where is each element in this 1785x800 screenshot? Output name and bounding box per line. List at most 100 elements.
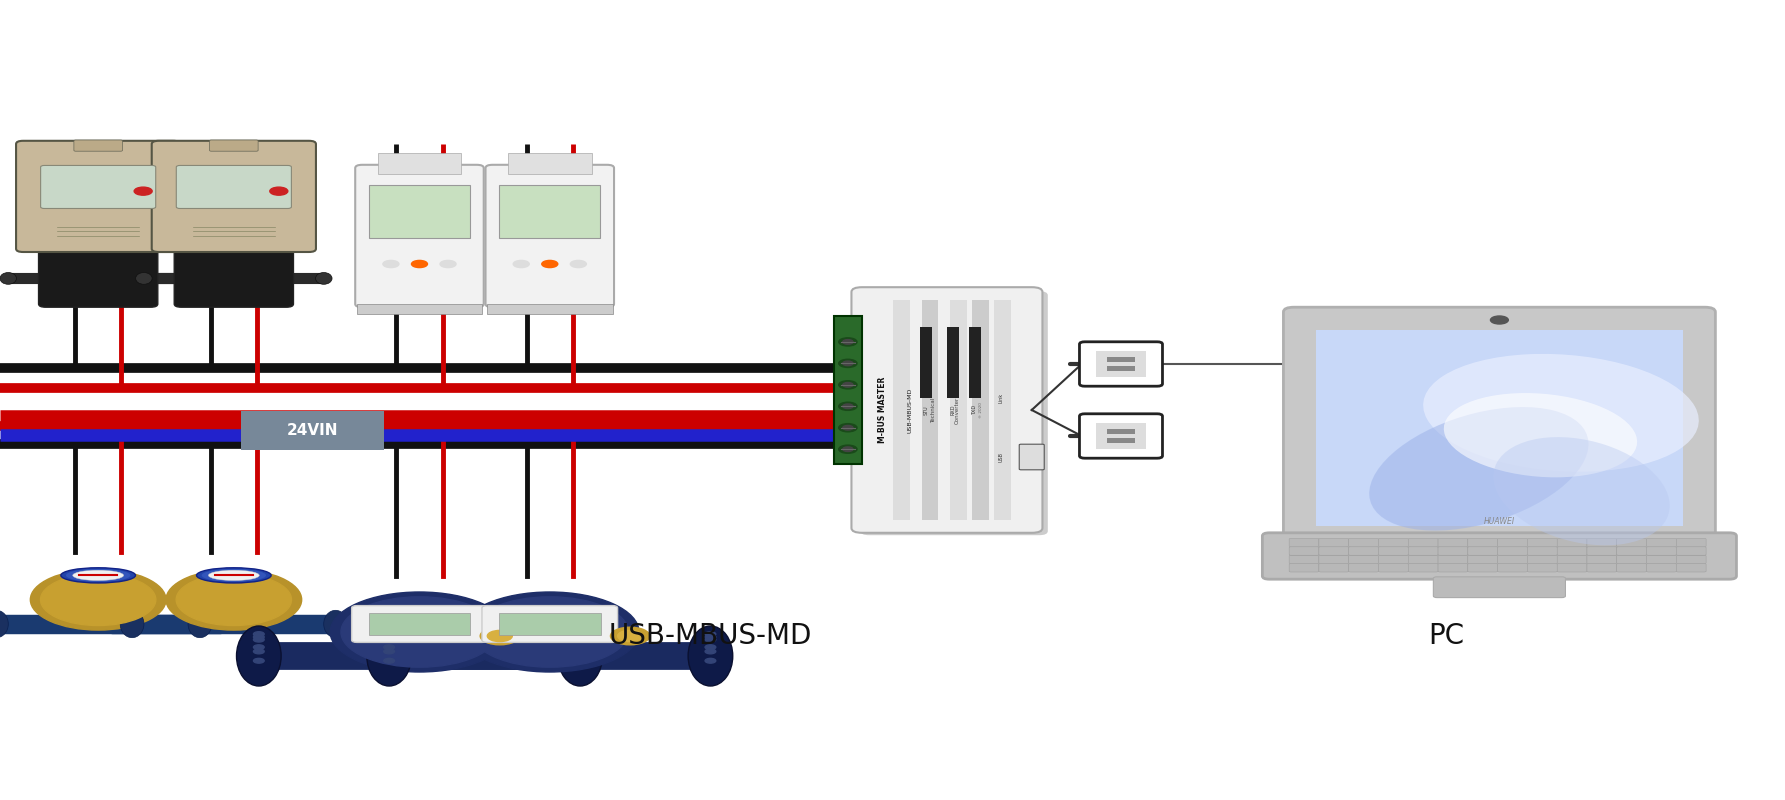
Circle shape: [575, 634, 585, 639]
FancyBboxPatch shape: [1349, 538, 1378, 547]
FancyBboxPatch shape: [241, 411, 384, 450]
FancyBboxPatch shape: [498, 613, 600, 635]
Circle shape: [571, 261, 585, 267]
Text: 24VIN: 24VIN: [287, 423, 337, 438]
Ellipse shape: [120, 610, 145, 638]
Circle shape: [610, 627, 650, 645]
Bar: [1316, 330, 1683, 526]
Circle shape: [384, 638, 394, 642]
Circle shape: [618, 630, 643, 642]
Circle shape: [384, 632, 394, 637]
FancyBboxPatch shape: [1283, 307, 1715, 541]
FancyBboxPatch shape: [1676, 538, 1706, 547]
Text: USB-MBUS-MD: USB-MBUS-MD: [609, 622, 812, 650]
FancyBboxPatch shape: [1378, 547, 1408, 555]
Ellipse shape: [1423, 354, 1699, 472]
FancyBboxPatch shape: [1587, 538, 1617, 547]
FancyBboxPatch shape: [1080, 342, 1162, 386]
Bar: [946, 327, 959, 398]
FancyBboxPatch shape: [1408, 538, 1439, 547]
Circle shape: [384, 261, 398, 267]
Ellipse shape: [316, 273, 332, 284]
FancyBboxPatch shape: [1587, 547, 1617, 555]
Circle shape: [330, 592, 509, 672]
FancyBboxPatch shape: [1617, 563, 1646, 572]
Circle shape: [253, 634, 264, 639]
FancyBboxPatch shape: [1646, 555, 1676, 563]
FancyBboxPatch shape: [1617, 538, 1646, 547]
FancyBboxPatch shape: [1378, 555, 1408, 563]
FancyBboxPatch shape: [355, 165, 484, 307]
FancyBboxPatch shape: [1528, 538, 1557, 547]
Circle shape: [575, 638, 585, 642]
FancyBboxPatch shape: [1528, 555, 1557, 563]
Ellipse shape: [196, 568, 271, 583]
Circle shape: [177, 574, 291, 626]
Text: TXD: TXD: [973, 405, 978, 415]
Text: USB-MBUS-MD: USB-MBUS-MD: [907, 387, 912, 433]
FancyBboxPatch shape: [1498, 547, 1528, 555]
Circle shape: [384, 658, 394, 663]
FancyBboxPatch shape: [1498, 563, 1528, 572]
FancyBboxPatch shape: [851, 287, 1042, 533]
FancyBboxPatch shape: [1349, 555, 1378, 563]
FancyBboxPatch shape: [1467, 538, 1498, 547]
Bar: [921, 300, 939, 520]
Bar: [994, 300, 1012, 520]
Circle shape: [839, 424, 857, 432]
FancyBboxPatch shape: [500, 185, 600, 238]
Circle shape: [843, 447, 853, 451]
FancyBboxPatch shape: [1528, 547, 1557, 555]
FancyBboxPatch shape: [177, 166, 291, 209]
FancyBboxPatch shape: [352, 606, 487, 642]
Ellipse shape: [136, 273, 152, 284]
Ellipse shape: [1444, 393, 1637, 478]
Circle shape: [30, 570, 166, 630]
Circle shape: [839, 445, 857, 454]
Ellipse shape: [559, 626, 603, 686]
FancyBboxPatch shape: [1096, 423, 1146, 449]
Circle shape: [487, 630, 512, 642]
FancyBboxPatch shape: [1587, 555, 1617, 563]
Circle shape: [471, 597, 628, 667]
Ellipse shape: [180, 273, 196, 284]
Circle shape: [1490, 316, 1508, 324]
Text: ® 2020: ® 2020: [978, 402, 984, 418]
Text: PC: PC: [1428, 622, 1464, 650]
Circle shape: [575, 649, 585, 654]
Ellipse shape: [1369, 407, 1589, 530]
Text: STU: STU: [923, 405, 928, 415]
FancyBboxPatch shape: [1676, 563, 1706, 572]
Bar: [1316, 330, 1683, 526]
FancyBboxPatch shape: [175, 250, 293, 307]
FancyBboxPatch shape: [1439, 563, 1467, 572]
Circle shape: [253, 658, 264, 663]
Circle shape: [575, 632, 585, 637]
FancyBboxPatch shape: [1498, 555, 1528, 563]
Circle shape: [253, 638, 264, 642]
Circle shape: [543, 261, 557, 267]
FancyBboxPatch shape: [1319, 538, 1349, 547]
Ellipse shape: [1494, 437, 1669, 546]
Circle shape: [480, 627, 519, 645]
FancyBboxPatch shape: [482, 606, 618, 642]
Bar: [1107, 366, 1135, 371]
FancyBboxPatch shape: [1498, 538, 1528, 547]
Circle shape: [166, 570, 302, 630]
FancyBboxPatch shape: [1617, 555, 1646, 563]
FancyBboxPatch shape: [369, 185, 469, 238]
Ellipse shape: [689, 626, 734, 686]
Circle shape: [843, 404, 853, 409]
Circle shape: [705, 645, 716, 650]
Ellipse shape: [209, 570, 259, 581]
FancyBboxPatch shape: [834, 316, 862, 464]
FancyBboxPatch shape: [1617, 547, 1646, 555]
Circle shape: [341, 597, 498, 667]
FancyBboxPatch shape: [1289, 563, 1319, 572]
Circle shape: [461, 592, 639, 672]
Circle shape: [134, 187, 152, 195]
Circle shape: [705, 634, 716, 639]
Circle shape: [839, 338, 857, 346]
FancyBboxPatch shape: [1433, 577, 1565, 598]
FancyBboxPatch shape: [1646, 547, 1676, 555]
